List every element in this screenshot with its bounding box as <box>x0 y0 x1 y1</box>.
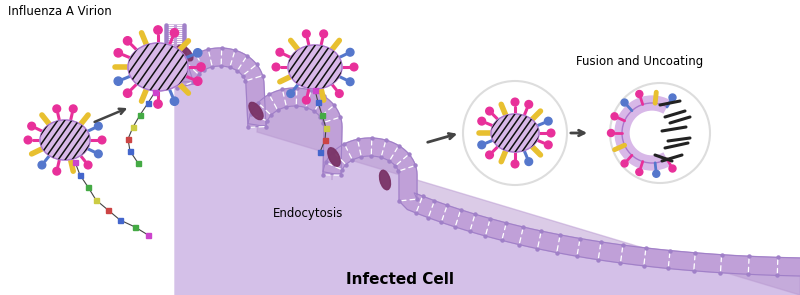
Circle shape <box>272 63 280 71</box>
Circle shape <box>478 117 486 125</box>
Circle shape <box>511 160 519 168</box>
Ellipse shape <box>177 45 193 61</box>
Ellipse shape <box>328 148 340 166</box>
Circle shape <box>94 122 102 130</box>
Circle shape <box>621 99 628 106</box>
Circle shape <box>669 165 676 172</box>
Circle shape <box>98 136 106 144</box>
Bar <box>322 137 327 142</box>
Circle shape <box>611 113 618 120</box>
Circle shape <box>170 97 178 105</box>
Text: Endocytosis: Endocytosis <box>273 207 343 220</box>
Bar <box>73 160 78 165</box>
Circle shape <box>346 78 354 86</box>
Polygon shape <box>175 25 800 295</box>
Bar <box>118 217 122 222</box>
Circle shape <box>194 77 202 85</box>
Circle shape <box>84 161 92 169</box>
Circle shape <box>123 89 132 97</box>
Text: Fusion and Uncoating: Fusion and Uncoating <box>576 55 704 68</box>
Circle shape <box>170 29 178 37</box>
Circle shape <box>669 94 676 101</box>
Polygon shape <box>257 102 800 295</box>
Circle shape <box>545 117 552 125</box>
Circle shape <box>24 136 32 144</box>
Polygon shape <box>166 25 800 276</box>
Circle shape <box>302 30 310 38</box>
Circle shape <box>486 151 494 159</box>
Bar <box>133 224 138 230</box>
Circle shape <box>350 63 358 71</box>
Circle shape <box>38 161 46 169</box>
Circle shape <box>610 83 710 183</box>
Bar <box>319 112 325 117</box>
Bar <box>126 137 130 142</box>
Bar <box>135 160 141 165</box>
Circle shape <box>653 170 660 177</box>
Bar <box>138 112 142 117</box>
Ellipse shape <box>40 120 90 160</box>
Bar <box>86 184 90 189</box>
Bar <box>313 88 318 93</box>
Bar <box>153 89 158 94</box>
Circle shape <box>53 105 61 113</box>
Bar <box>94 197 98 202</box>
Circle shape <box>302 96 310 104</box>
Circle shape <box>346 48 354 56</box>
Bar <box>127 148 133 153</box>
Bar <box>106 207 110 212</box>
Circle shape <box>194 49 202 57</box>
Ellipse shape <box>288 45 342 89</box>
Circle shape <box>70 105 77 113</box>
Circle shape <box>114 77 122 85</box>
Circle shape <box>123 37 132 45</box>
Text: Infected Cell: Infected Cell <box>346 272 454 287</box>
Circle shape <box>545 141 552 149</box>
Bar <box>78 173 82 178</box>
Circle shape <box>276 48 284 56</box>
Circle shape <box>636 168 643 176</box>
Circle shape <box>287 90 294 97</box>
Circle shape <box>511 98 519 106</box>
Circle shape <box>486 107 494 115</box>
Circle shape <box>94 150 102 158</box>
Circle shape <box>636 91 643 98</box>
Bar <box>146 232 150 237</box>
Bar <box>323 125 329 130</box>
Circle shape <box>478 141 486 149</box>
Ellipse shape <box>379 170 390 190</box>
Bar <box>318 150 322 155</box>
Circle shape <box>197 63 205 71</box>
Circle shape <box>607 130 614 137</box>
Bar <box>315 99 321 104</box>
Bar <box>130 124 135 130</box>
Text: Influenza A Virion: Influenza A Virion <box>8 5 112 18</box>
Circle shape <box>28 122 35 130</box>
Ellipse shape <box>491 114 539 152</box>
Circle shape <box>154 26 162 34</box>
Circle shape <box>320 30 327 38</box>
Circle shape <box>154 100 162 108</box>
Circle shape <box>463 81 567 185</box>
Circle shape <box>621 160 628 167</box>
Circle shape <box>525 158 533 165</box>
Circle shape <box>547 129 555 137</box>
Circle shape <box>53 167 61 175</box>
Circle shape <box>114 49 122 57</box>
Circle shape <box>335 90 343 97</box>
Ellipse shape <box>128 43 188 91</box>
Circle shape <box>525 101 533 108</box>
Ellipse shape <box>249 102 263 120</box>
Bar <box>146 101 150 106</box>
